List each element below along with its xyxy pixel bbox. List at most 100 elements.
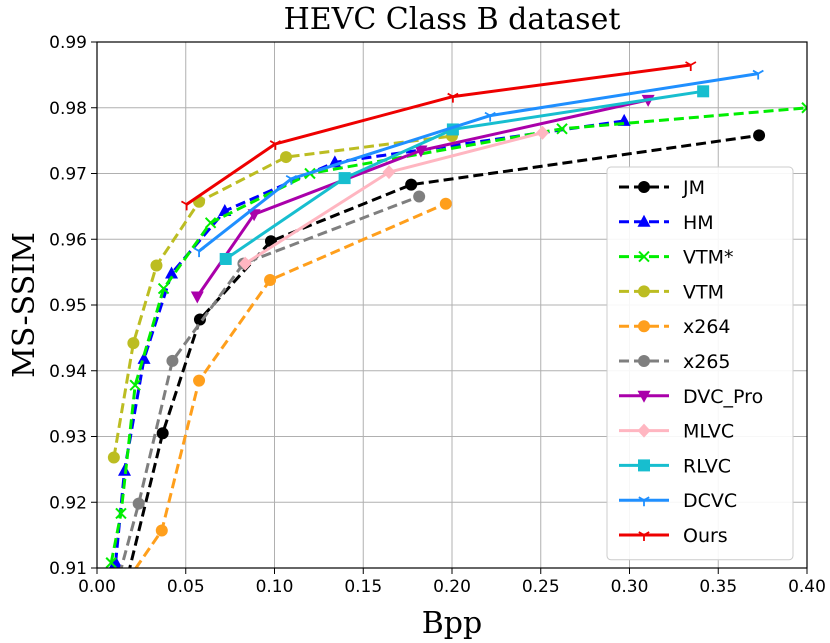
data-point-rlvc bbox=[697, 85, 710, 98]
legend-item-dvc-pro: DVC_Pro bbox=[619, 386, 763, 408]
y-tick-label: 0.92 bbox=[49, 493, 87, 513]
y-tick-label: 0.93 bbox=[49, 428, 87, 448]
y-tick-label: 0.95 bbox=[49, 296, 87, 316]
y-tick-label: 0.98 bbox=[49, 99, 87, 119]
legend-label: HM bbox=[683, 212, 714, 234]
series-line-mlvc bbox=[244, 131, 543, 265]
legend-marker bbox=[638, 181, 650, 193]
x-tick-label: 0.35 bbox=[699, 577, 737, 597]
data-point-dcvc bbox=[285, 174, 298, 185]
legend: JM HM VTM* VTM x264 x265 DVC_Pro MLVC RLVC DCVC Ou… bbox=[606, 166, 794, 561]
x-axis-label: Bpp bbox=[422, 606, 482, 641]
legend-marker bbox=[638, 531, 650, 541]
series-line-jm bbox=[128, 133, 760, 568]
legend-item-x265: x265 bbox=[619, 351, 731, 373]
data-point-vtm bbox=[107, 451, 120, 464]
legend-item-ours: Ours bbox=[619, 525, 728, 547]
series-line-ours bbox=[185, 63, 691, 206]
legend-item-x264: x264 bbox=[619, 316, 731, 338]
series-line-dcvc bbox=[198, 72, 759, 253]
data-point-jm bbox=[753, 129, 766, 142]
series-dcvc bbox=[193, 69, 764, 258]
data-point-x264 bbox=[439, 197, 452, 210]
data-point-rlvc bbox=[338, 172, 351, 185]
x-tick-label: 0.00 bbox=[78, 577, 116, 597]
data-point-mlvc bbox=[238, 256, 252, 271]
data-point-dcvc bbox=[193, 247, 205, 258]
legend-label: DVC_Pro bbox=[683, 386, 763, 408]
series-layer bbox=[101, 61, 807, 643]
x-tick-label: 0.25 bbox=[522, 577, 560, 597]
data-point-dcvc bbox=[752, 69, 764, 80]
data-point-jm bbox=[193, 313, 206, 326]
legend-marker bbox=[638, 285, 650, 298]
data-point-vtm bbox=[127, 337, 140, 350]
y-tick-label: 0.96 bbox=[49, 230, 87, 250]
data-point-vtm bbox=[280, 151, 293, 164]
data-point-ours bbox=[685, 61, 697, 72]
legend-item-rlvc: RLVC bbox=[619, 455, 731, 477]
y-tick-label: 0.97 bbox=[49, 165, 87, 185]
legend-marker bbox=[637, 214, 651, 227]
legend-marker bbox=[638, 496, 650, 507]
data-point-x264 bbox=[155, 524, 168, 537]
series-rlvc bbox=[219, 85, 710, 265]
data-point-jm bbox=[405, 178, 418, 191]
series-mlvc bbox=[238, 125, 550, 271]
data-point-hm bbox=[165, 266, 179, 279]
x-tick-label: 0.05 bbox=[167, 577, 205, 597]
data-point-dvc-pro bbox=[190, 291, 204, 304]
data-point-x265 bbox=[413, 190, 426, 203]
legend-label: DCVC bbox=[683, 490, 737, 512]
legend-item-jm: JM bbox=[619, 177, 705, 199]
series-jm bbox=[128, 129, 766, 568]
legend-marker bbox=[638, 355, 650, 367]
data-point-x265 bbox=[166, 354, 179, 367]
series-line-vtm bbox=[109, 106, 807, 563]
data-point-mlvc bbox=[382, 165, 396, 180]
data-point-vtm bbox=[801, 102, 807, 114]
data-point-jm bbox=[156, 427, 169, 440]
legend-label: VTM bbox=[683, 281, 724, 303]
data-point-ours bbox=[447, 92, 459, 103]
data-point-x264 bbox=[264, 274, 277, 287]
legend-item-mlvc: MLVC bbox=[619, 421, 734, 443]
data-point-vtm bbox=[157, 282, 170, 295]
data-point-vtm bbox=[129, 379, 141, 391]
legend-item-vtm: VTM* bbox=[619, 247, 734, 269]
legend-label: RLVC bbox=[683, 455, 731, 477]
series-x264 bbox=[101, 197, 452, 643]
series-vtm bbox=[107, 130, 458, 464]
data-point-vtm bbox=[556, 123, 568, 135]
legend-label: x264 bbox=[683, 316, 731, 338]
legend-marker bbox=[637, 423, 651, 438]
x-tick-label: 0.10 bbox=[256, 577, 294, 597]
legend-marker bbox=[638, 320, 650, 333]
legend-label: x265 bbox=[683, 351, 731, 373]
legend-label: JM bbox=[682, 177, 705, 199]
series-line-x264 bbox=[134, 202, 447, 568]
data-point-x265 bbox=[132, 497, 145, 510]
series-line-vtm bbox=[112, 134, 453, 458]
x-tick-label: 0.40 bbox=[788, 577, 826, 597]
series-ours bbox=[180, 61, 697, 211]
y-tick-label: 0.94 bbox=[49, 362, 87, 382]
data-point-x264 bbox=[101, 631, 113, 643]
data-point-ours bbox=[269, 140, 282, 150]
data-point-x264 bbox=[193, 374, 206, 387]
legend-marker bbox=[638, 250, 650, 263]
series-line-rlvc bbox=[224, 89, 704, 261]
chart-title: HEVC Class B dataset bbox=[284, 2, 621, 37]
data-point-ours bbox=[180, 200, 193, 211]
data-point-vtm bbox=[150, 259, 163, 272]
y-tick-label: 0.91 bbox=[49, 559, 87, 579]
legend-label: Ours bbox=[683, 525, 728, 547]
legend-label: VTM* bbox=[683, 247, 734, 269]
x-tick-label: 0.20 bbox=[433, 577, 471, 597]
data-point-vtm bbox=[204, 217, 217, 229]
data-point-dcvc bbox=[484, 111, 496, 122]
legend-item-dcvc: DCVC bbox=[619, 490, 737, 512]
data-point-vtm bbox=[115, 507, 127, 520]
data-point-vtm bbox=[105, 557, 117, 568]
